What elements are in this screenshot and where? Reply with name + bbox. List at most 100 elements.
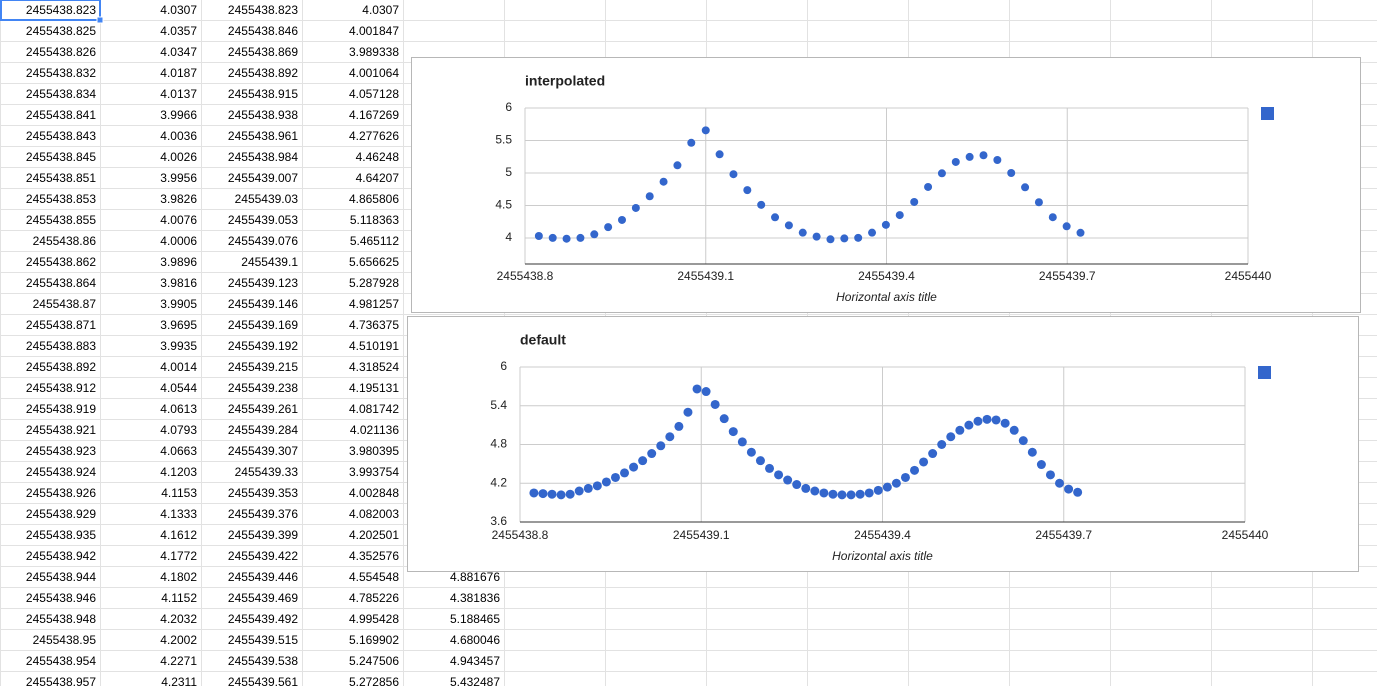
cell-text[interactable]: 4.0544 bbox=[160, 381, 197, 395]
cell-text[interactable]: 5.287928 bbox=[349, 276, 399, 290]
cell-text[interactable]: 3.9826 bbox=[160, 192, 197, 206]
data-point[interactable] bbox=[854, 233, 863, 242]
data-point[interactable] bbox=[1027, 447, 1037, 457]
cell-text[interactable]: 4.995428 bbox=[349, 612, 399, 626]
cell-text[interactable]: 2455439.422 bbox=[228, 549, 298, 563]
cell-text[interactable]: 4.0014 bbox=[160, 360, 197, 374]
cell-text[interactable]: 2455439.561 bbox=[228, 675, 298, 686]
cell-text[interactable]: 4.001847 bbox=[349, 24, 399, 38]
data-point[interactable] bbox=[574, 486, 584, 496]
data-point[interactable] bbox=[1048, 213, 1057, 222]
cell-text[interactable]: 2455439.007 bbox=[228, 171, 298, 185]
data-point[interactable] bbox=[951, 157, 960, 166]
cell-text[interactable]: 4.943457 bbox=[450, 654, 500, 668]
data-point[interactable] bbox=[548, 233, 557, 242]
cell-text[interactable]: 2455439.076 bbox=[228, 234, 298, 248]
data-point[interactable] bbox=[715, 150, 724, 159]
cell-text[interactable]: 2455438.935 bbox=[26, 528, 96, 542]
data-point[interactable] bbox=[618, 215, 627, 224]
cell-text[interactable]: 2455438.957 bbox=[26, 675, 96, 686]
data-point[interactable] bbox=[993, 156, 1002, 164]
data-point[interactable] bbox=[592, 481, 602, 491]
data-point[interactable] bbox=[755, 456, 765, 466]
cell-text[interactable]: 2455438.954 bbox=[26, 654, 96, 668]
data-point[interactable] bbox=[556, 490, 566, 500]
data-point[interactable] bbox=[784, 221, 793, 230]
cell-text[interactable]: 2455439.446 bbox=[228, 570, 298, 584]
data-point[interactable] bbox=[783, 475, 793, 485]
cell-text[interactable]: 4.1802 bbox=[160, 570, 197, 584]
cell-text[interactable]: 4.680046 bbox=[450, 633, 500, 647]
cell-text[interactable]: 2455438.984 bbox=[228, 150, 298, 164]
cell-text[interactable]: 4.167269 bbox=[349, 108, 399, 122]
data-point[interactable] bbox=[645, 192, 654, 201]
data-point[interactable] bbox=[937, 440, 947, 449]
cell-text[interactable]: 2455439.192 bbox=[228, 339, 298, 353]
cell-text[interactable]: 4.0026 bbox=[160, 150, 197, 164]
data-point[interactable] bbox=[583, 483, 593, 493]
cell-text[interactable]: 4.2311 bbox=[161, 675, 197, 686]
cell-text[interactable]: 4.0347 bbox=[160, 45, 197, 59]
data-point[interactable] bbox=[683, 407, 693, 417]
data-point[interactable] bbox=[955, 425, 965, 435]
data-point[interactable] bbox=[1045, 470, 1055, 480]
cell-text[interactable]: 2455439.469 bbox=[228, 591, 298, 605]
cell-text[interactable]: 4.0036 bbox=[160, 129, 197, 143]
cell-text[interactable]: 2455438.946 bbox=[26, 591, 96, 605]
cell-text[interactable]: 4.1333 bbox=[160, 507, 197, 521]
cell-text[interactable]: 2455439.492 bbox=[228, 612, 298, 626]
cell-text[interactable]: 4.0793 bbox=[160, 423, 197, 437]
cell-text[interactable]: 4.057128 bbox=[349, 87, 399, 101]
data-point[interactable] bbox=[946, 432, 956, 442]
cell-text[interactable]: 2455438.926 bbox=[26, 486, 96, 500]
cell-text[interactable]: 2455439.538 bbox=[228, 654, 298, 668]
data-point[interactable] bbox=[973, 416, 983, 426]
cell-text[interactable]: 4.510191 bbox=[349, 339, 399, 353]
data-point[interactable] bbox=[604, 223, 613, 232]
cell-text[interactable]: 3.9896 bbox=[160, 255, 197, 269]
data-point[interactable] bbox=[547, 489, 557, 499]
cell-text[interactable]: 4.881676 bbox=[450, 570, 500, 584]
cell-text[interactable]: 4.1203 bbox=[160, 465, 197, 479]
cell-text[interactable]: 2455439.123 bbox=[228, 276, 298, 290]
cell-text[interactable]: 2455438.912 bbox=[26, 381, 96, 395]
cell-text[interactable]: 4.002848 bbox=[349, 486, 399, 500]
cell-text[interactable]: 2455438.853 bbox=[26, 192, 96, 206]
data-point[interactable] bbox=[991, 415, 1001, 425]
cell-text[interactable]: 4.736375 bbox=[349, 318, 399, 332]
cell-text[interactable]: 2455438.95 bbox=[33, 633, 97, 647]
cell-text[interactable]: 5.247506 bbox=[349, 654, 399, 668]
cell-text[interactable]: 2455438.871 bbox=[26, 318, 96, 332]
cell-text[interactable]: 2455438.841 bbox=[26, 108, 96, 122]
cell-text[interactable]: 2455438.832 bbox=[26, 66, 96, 80]
data-point[interactable] bbox=[868, 228, 877, 237]
cell-text[interactable]: 3.993754 bbox=[349, 465, 399, 479]
cell-text[interactable]: 2455439.215 bbox=[228, 360, 298, 374]
data-point[interactable] bbox=[1009, 425, 1019, 435]
cell-text[interactable]: 2455439.238 bbox=[228, 381, 298, 395]
cell-text[interactable]: 2455438.948 bbox=[26, 612, 96, 626]
cell-text[interactable]: 4.0006 bbox=[160, 234, 197, 248]
data-point[interactable] bbox=[1007, 169, 1016, 177]
data-point[interactable] bbox=[895, 211, 904, 220]
cell-text[interactable]: 4.0187 bbox=[160, 66, 197, 80]
data-point[interactable] bbox=[565, 489, 575, 499]
cell-text[interactable]: 2455438.915 bbox=[228, 87, 298, 101]
data-point[interactable] bbox=[538, 489, 548, 499]
cell-text[interactable]: 4.021136 bbox=[350, 423, 399, 437]
cell-text[interactable]: 2455439.146 bbox=[228, 297, 298, 311]
cell-text[interactable]: 2455439.353 bbox=[228, 486, 298, 500]
data-point[interactable] bbox=[1021, 183, 1030, 192]
data-point[interactable] bbox=[765, 463, 775, 473]
data-point[interactable] bbox=[534, 232, 543, 241]
cell-text[interactable]: 2455438.843 bbox=[26, 129, 96, 143]
cell-text[interactable]: 2455438.864 bbox=[26, 276, 96, 290]
data-point[interactable] bbox=[719, 414, 729, 424]
data-point[interactable] bbox=[882, 482, 892, 492]
cell-text[interactable]: 2455438.823 bbox=[228, 3, 298, 17]
cell-text[interactable]: 3.9816 bbox=[160, 276, 197, 290]
data-point[interactable] bbox=[979, 151, 988, 160]
data-point[interactable] bbox=[529, 488, 539, 498]
data-point[interactable] bbox=[873, 485, 883, 495]
cell-text[interactable]: 2455438.87 bbox=[33, 297, 97, 311]
